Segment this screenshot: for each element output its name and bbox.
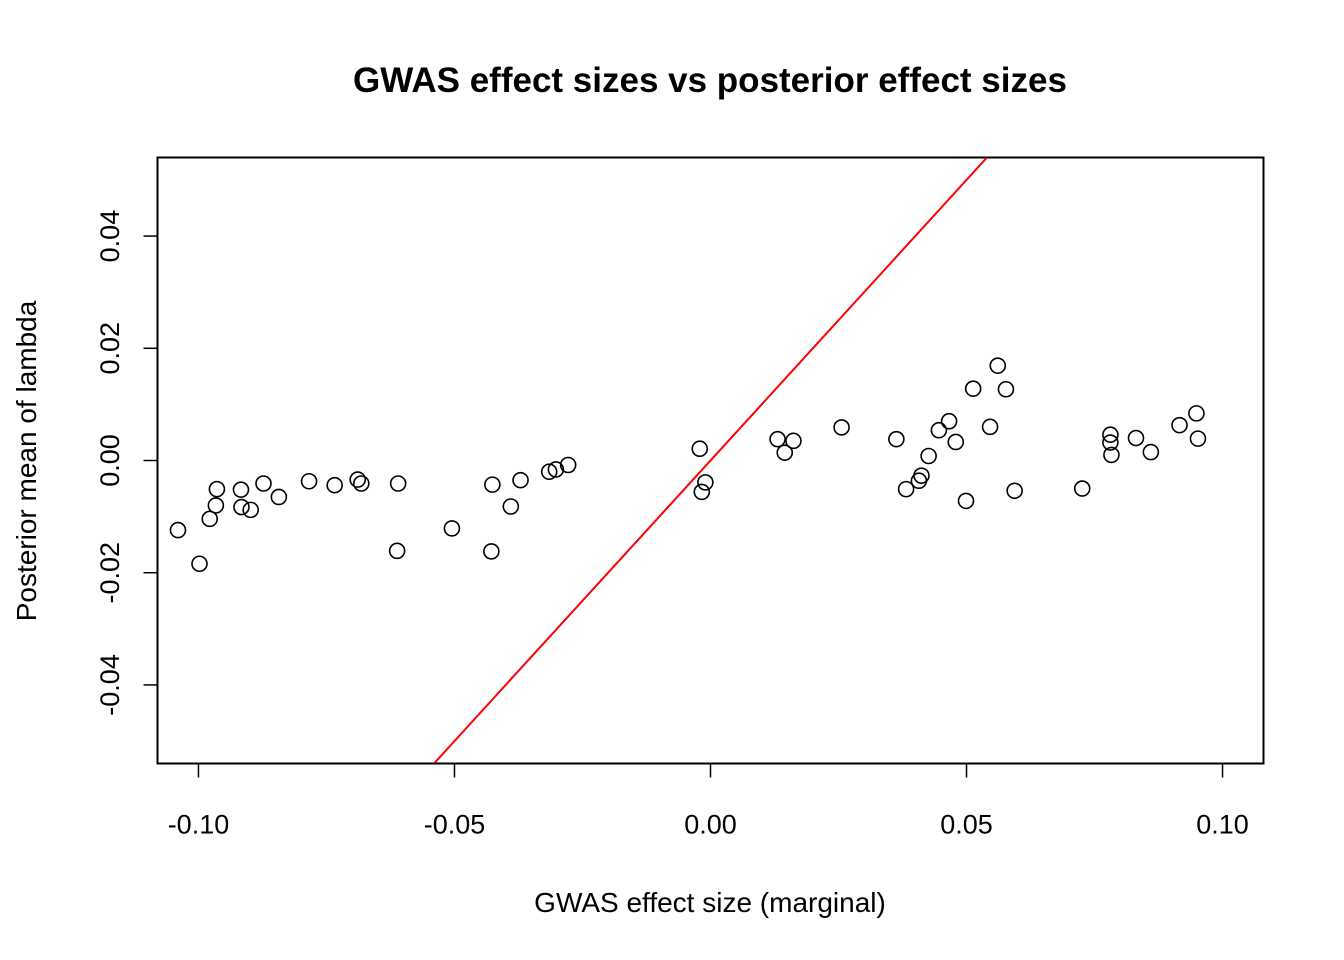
data-point	[255, 475, 272, 492]
data-point	[981, 418, 999, 436]
data-point	[913, 467, 930, 484]
chart-title: GWAS effect sizes vs posterior effect si…	[353, 61, 1067, 100]
data-point	[920, 447, 937, 465]
data-point	[242, 501, 259, 519]
data-point	[1006, 482, 1023, 500]
data-point	[930, 421, 948, 439]
data-point	[233, 498, 250, 516]
data-point	[691, 440, 709, 458]
data-point	[697, 474, 714, 491]
data-point	[326, 476, 343, 494]
data-point	[1127, 429, 1145, 447]
data-point	[512, 471, 529, 489]
data-point	[547, 461, 565, 478]
x-tick-label: -0.05	[424, 810, 486, 840]
y-tick-label: 0.04	[95, 210, 125, 263]
data-point	[785, 432, 802, 450]
data-point	[169, 521, 187, 539]
x-axis: -0.10 -0.05 0.00 0.05 0.10	[168, 762, 1249, 840]
data-point	[1102, 434, 1119, 451]
data-point	[559, 456, 577, 474]
reference-line	[433, 157, 988, 764]
y-tick-label: -0.02	[95, 542, 125, 604]
data-point	[443, 520, 461, 537]
data-point	[888, 430, 905, 448]
data-point	[1073, 480, 1091, 497]
data-point	[947, 433, 965, 451]
data-point	[1102, 426, 1119, 443]
data-point	[232, 481, 250, 498]
x-tick-label: 0.10	[1196, 810, 1249, 840]
data-point	[1188, 405, 1205, 422]
x-axis-label: GWAS effect size (marginal)	[534, 887, 886, 918]
data-point	[897, 480, 915, 498]
data-point	[1103, 446, 1120, 464]
y-axis-label: Posterior mean of lambda	[11, 300, 42, 621]
data-point	[349, 471, 367, 488]
y-tick-label: 0.00	[95, 434, 125, 487]
points-layer	[169, 357, 1207, 573]
data-point	[989, 357, 1007, 374]
data-point	[1171, 416, 1188, 434]
data-point	[833, 419, 850, 436]
data-point	[502, 498, 520, 515]
x-tick-label: 0.05	[940, 810, 993, 840]
y-axis: -0.04 -0.02 0.00 0.02 0.04	[95, 210, 159, 716]
data-point	[997, 380, 1015, 398]
x-tick-label: 0.00	[684, 810, 737, 840]
data-point	[1189, 430, 1207, 447]
data-point	[940, 412, 958, 430]
data-point	[388, 542, 406, 560]
data-point	[693, 483, 711, 501]
data-point	[769, 430, 786, 448]
data-point	[1142, 443, 1160, 461]
data-point	[484, 476, 501, 493]
y-tick-label: -0.04	[95, 654, 125, 716]
data-point	[207, 497, 225, 514]
data-point	[776, 444, 794, 461]
reference-line-layer	[433, 157, 988, 764]
data-point	[191, 555, 208, 573]
data-point	[208, 480, 226, 498]
data-point	[201, 510, 219, 528]
data-point	[964, 380, 982, 397]
data-point	[389, 475, 407, 492]
data-point	[300, 472, 318, 490]
data-point	[270, 488, 288, 506]
data-point	[540, 463, 558, 481]
data-point	[957, 492, 975, 510]
x-tick-label: -0.10	[168, 810, 230, 840]
data-point	[352, 475, 370, 492]
y-tick-label: 0.02	[95, 322, 125, 375]
data-point	[483, 543, 500, 560]
